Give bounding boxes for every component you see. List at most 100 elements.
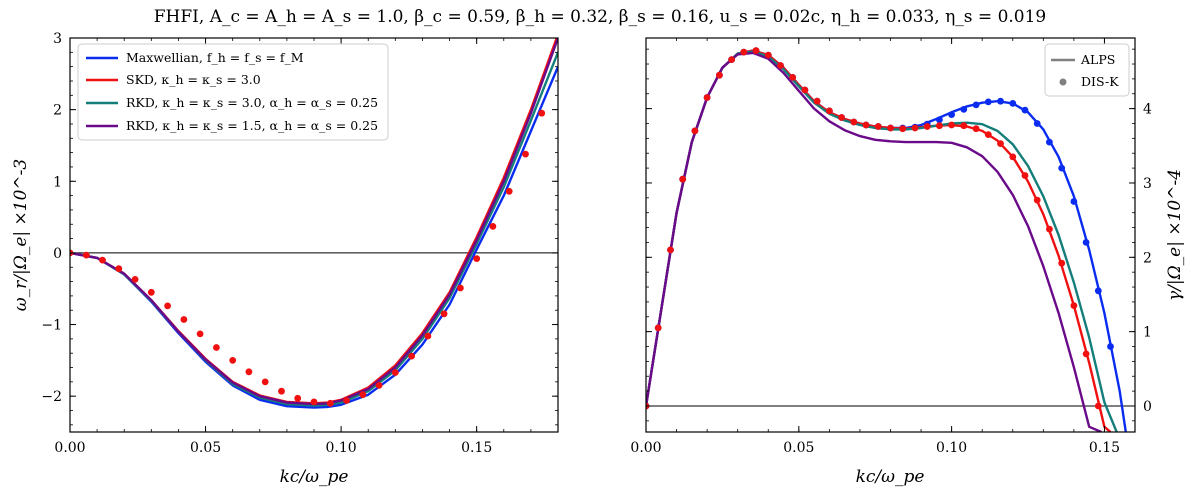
right-marker-skd <box>752 47 760 54</box>
left-panel: 0.00 0.05 0.10 0.15 −2 −1 0 1 2 3 kc/ω_pe ω_r/|Ω_… <box>11 31 559 487</box>
right-marker-skd <box>984 131 992 139</box>
left-marker-skd <box>131 276 139 283</box>
left-marker-skd <box>261 378 269 386</box>
right-y-tick-label: 0 <box>1143 399 1152 415</box>
right-marker-skd <box>691 127 699 135</box>
right-marker-skd <box>1046 225 1053 233</box>
left-y-tick-label: 2 <box>53 103 62 119</box>
right-marker-skd <box>789 74 797 81</box>
right-marker-maxwellian <box>1094 287 1102 295</box>
left-marker-skd <box>408 352 415 360</box>
right-marker-skd <box>899 125 907 133</box>
legend-marker-disk <box>1059 78 1067 86</box>
left-marker-skd <box>278 387 285 395</box>
left-marker-skd <box>99 256 106 264</box>
left-marker-skd <box>440 310 448 318</box>
right-marker-skd <box>667 246 674 254</box>
right-marker-skd <box>1082 350 1090 358</box>
legend-label-skd: SKD, κ_h = κ_s = 3.0 <box>126 72 261 87</box>
left-marker-skd <box>359 391 367 399</box>
right-marker-skd <box>679 175 687 183</box>
right-marker-skd <box>862 121 870 129</box>
left-marker-skd <box>294 394 302 402</box>
left-marker-skd <box>245 368 253 376</box>
right-marker-skd <box>1021 172 1029 179</box>
left-marker-skd <box>196 330 204 338</box>
right-y-axis-label: γ/|Ω_e| ×10^-4 <box>1165 169 1185 301</box>
left-ticks: 0.00 0.05 0.10 0.15 −2 −1 0 1 2 3 <box>41 31 559 456</box>
right-marker-maxwellian <box>1070 198 1078 205</box>
right-x-axis-label: kc/ω_pe <box>856 467 925 487</box>
left-marker-skd <box>147 288 155 296</box>
right-plot-area <box>646 47 1135 432</box>
right-marker-skd <box>960 122 968 130</box>
right-marker-skd <box>923 123 931 130</box>
right-marker-maxwellian <box>1009 100 1017 107</box>
left-y-tick-label: −2 <box>41 389 62 405</box>
right-x-tick-label: 0.15 <box>1089 440 1120 456</box>
left-marker-skd <box>164 302 172 310</box>
right-ticks: 0.00 0.05 0.10 0.15 0 1 2 3 4 <box>630 38 1152 456</box>
legend-label-disk: DIS-K <box>1081 74 1119 89</box>
left-marker-skd <box>424 332 432 340</box>
left-y-tick-label: 0 <box>53 246 62 262</box>
left-series-rkd15 <box>70 38 558 406</box>
right-marker-skd <box>911 124 919 132</box>
right-marker-maxwellian <box>1046 138 1053 146</box>
left-x-tick-label: 0.05 <box>190 440 221 456</box>
right-marker-skd <box>728 56 735 63</box>
left-marker-skd <box>375 382 383 389</box>
left-marker-skd <box>310 398 318 406</box>
left-marker-skd <box>538 109 546 117</box>
right-y-tick-label: 3 <box>1143 176 1152 192</box>
left-marker-skd <box>473 255 481 262</box>
right-marker-skd <box>1009 153 1017 161</box>
right-marker-maxwellian <box>1107 343 1114 350</box>
right-x-tick-label: 0.10 <box>936 440 967 456</box>
right-marker-maxwellian <box>984 98 992 106</box>
right-marker-maxwellian <box>1021 106 1029 114</box>
right-marker-skd <box>703 94 711 101</box>
right-marker-maxwellian <box>1058 164 1066 172</box>
right-marker-skd <box>801 86 809 94</box>
left-marker-skd <box>213 344 220 351</box>
left-marker-skd <box>505 187 513 195</box>
left-x-axis-label: kc/ω_pe <box>280 467 349 487</box>
right-marker-skd <box>1033 196 1041 204</box>
right-y-tick-label: 1 <box>1143 325 1152 341</box>
right-marker-skd <box>1094 402 1102 410</box>
left-marker-skd <box>343 397 350 404</box>
left-marker-skd <box>489 223 497 230</box>
right-marker-skd <box>850 118 858 126</box>
right-marker-skd <box>838 114 845 121</box>
right-marker-maxwellian <box>997 97 1004 105</box>
right-marker-skd <box>887 124 894 132</box>
left-y-tick-label: 3 <box>53 31 62 47</box>
legend-label-rkd30: RKD, κ_h = κ_s = 3.0, α_h = α_s = 0.25 <box>126 95 378 110</box>
right-marker-maxwellian <box>960 106 968 113</box>
left-marker-skd <box>115 265 123 273</box>
right-marker-skd <box>874 123 882 130</box>
left-marker-skd <box>522 150 529 158</box>
right-marker-skd <box>764 51 772 59</box>
right-x-tick-label: 0.05 <box>783 440 814 456</box>
right-marker-maxwellian <box>1033 120 1041 127</box>
right-marker-skd <box>1058 259 1066 267</box>
right-y-tick-label: 2 <box>1143 250 1152 266</box>
left-marker-skd <box>229 357 237 364</box>
left-x-tick-label: 0.00 <box>54 440 85 456</box>
right-legend: ALPS DIS-K <box>1044 43 1130 97</box>
right-series-rkd30 <box>646 50 1118 432</box>
legend-label-rkd15: RKD, κ_h = κ_s = 1.5, α_h = α_s = 0.25 <box>126 118 378 133</box>
right-marker-skd <box>936 122 943 130</box>
left-marker-skd <box>180 316 188 323</box>
right-panel: 0.00 0.05 0.10 0.15 0 1 2 3 4 kc/ω_pe γ/|Ω_e| ×1… <box>630 37 1185 487</box>
left-x-tick-label: 0.15 <box>461 440 492 456</box>
right-marker-skd <box>972 125 980 133</box>
left-plot-area <box>70 38 558 409</box>
right-marker-skd <box>777 62 784 69</box>
right-series-rkd15 <box>646 51 1102 432</box>
left-legend: Maxwellian, f_h = f_s = f_M SKD, κ_h = κ… <box>77 43 389 141</box>
left-marker-skd <box>457 284 464 292</box>
